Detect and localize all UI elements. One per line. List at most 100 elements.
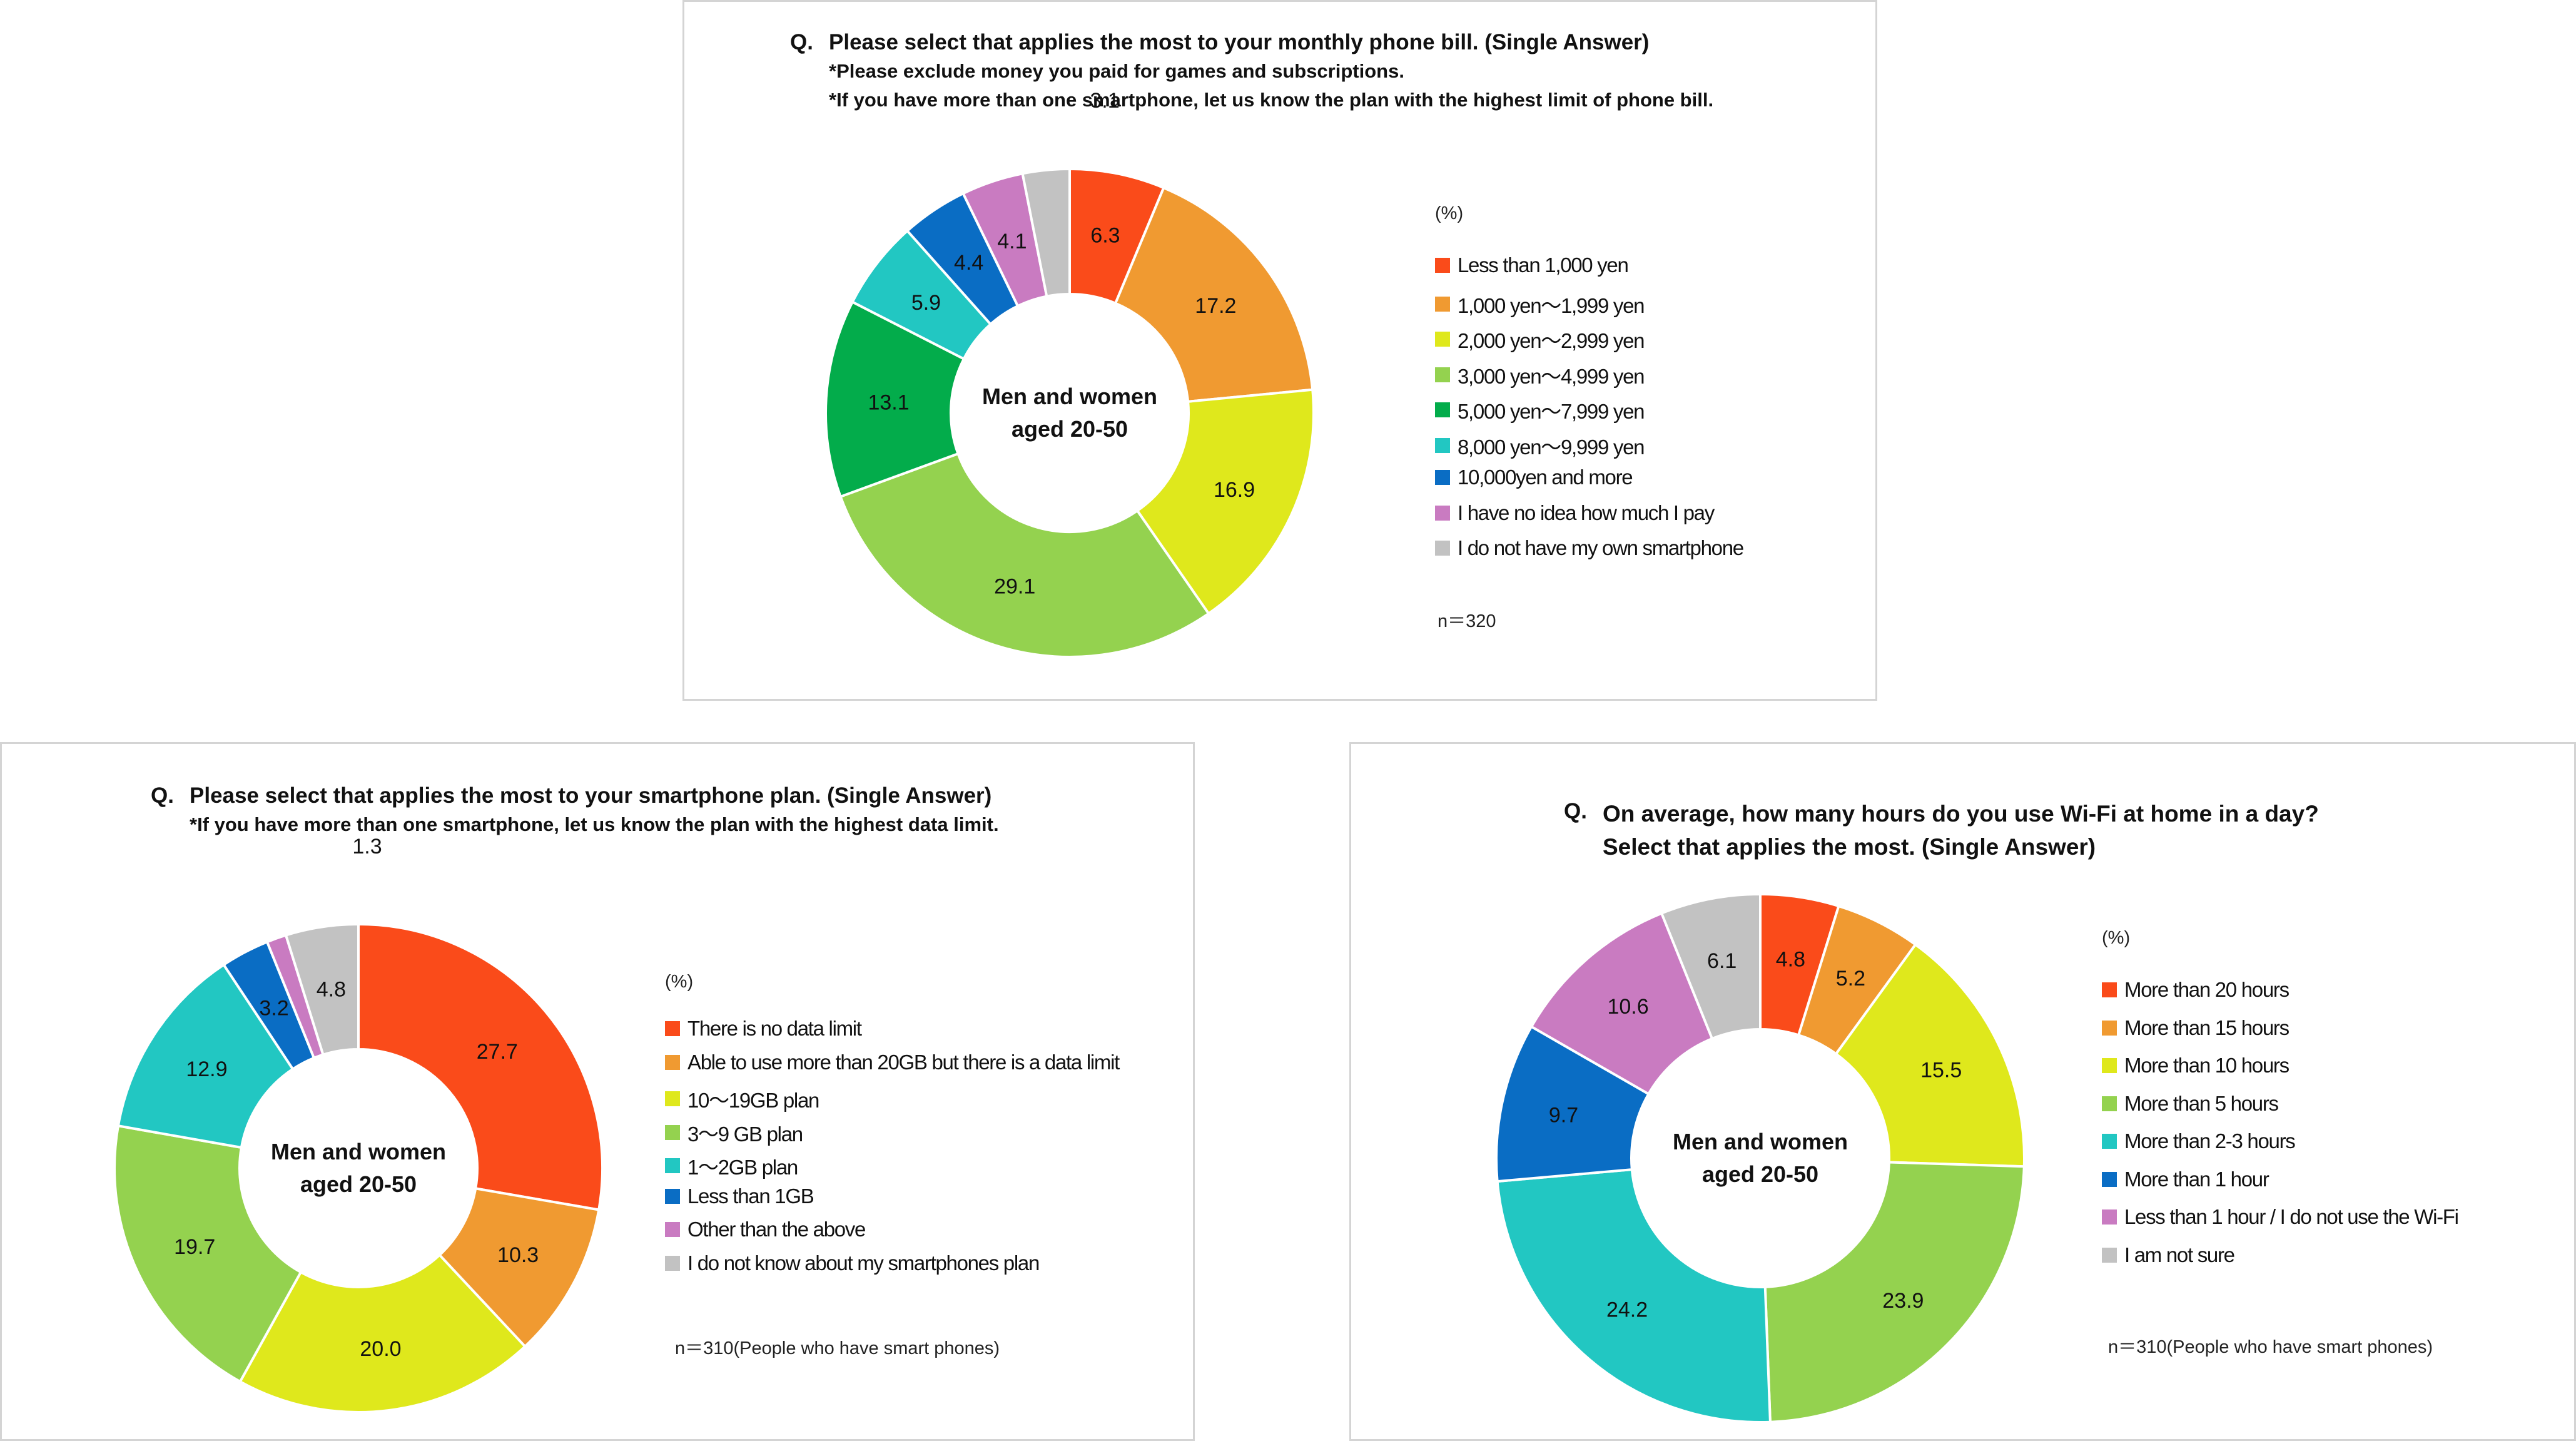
- slice-value-label: 13.1: [868, 390, 909, 414]
- question-note-2: *If you have more than one smartphone, l…: [829, 89, 1714, 111]
- legend-swatch: [665, 1054, 680, 1070]
- sample-size-note: n＝310(People who have smart phones): [2108, 1337, 2433, 1357]
- unit-label: (%): [1435, 203, 1464, 223]
- center-label: aged 20-50: [1012, 416, 1128, 442]
- donut-slice: [1135, 388, 1315, 616]
- center-label: aged 20-50: [1702, 1161, 1818, 1187]
- legend-item: Less than 1,000 yen: [1435, 253, 1629, 277]
- slice-value-label: 6.3: [1090, 224, 1120, 248]
- donut-chart: 6.3 17.2 16.9 29.1 13.1 5.9 4.4 4.1 3.1 Men and w…: [824, 89, 1315, 658]
- sample-size-note: n＝310(People who have smart phones): [675, 1338, 1000, 1358]
- legend-swatch: [665, 1255, 680, 1271]
- legend-swatch: [1435, 402, 1450, 417]
- legend-label: 1～2GB plan: [687, 1156, 798, 1179]
- legend-label: 8,000 yen～9,999 yen: [1458, 435, 1645, 459]
- legend-label: 10～19GB plan: [687, 1089, 819, 1112]
- legend-label: I have no idea how much I pay: [1458, 501, 1715, 524]
- legend-label: I do not know about my smartphones plan: [687, 1251, 1040, 1275]
- question-note-1: *If you have more than one smartphone, l…: [190, 813, 999, 835]
- slice-value-label: 10.6: [1607, 995, 1648, 1019]
- slice-value-label: 5.2: [1836, 967, 1865, 990]
- slice-value-label: 24.2: [1606, 1298, 1648, 1322]
- legend-swatch: [2102, 1020, 2117, 1036]
- slice-value-label: 12.9: [186, 1057, 227, 1081]
- legend-label: There is no data limit: [687, 1017, 862, 1040]
- legend-label: 1,000 yen～1,999 yen: [1458, 293, 1645, 317]
- legend-item: 3,000 yen～4,999 yen: [1435, 360, 1645, 390]
- donut-slice: [284, 922, 360, 1057]
- slice-value-label: 16.9: [1214, 478, 1255, 502]
- slice-value-label: 10.3: [497, 1243, 539, 1267]
- legend-label: More than 5 hours: [2124, 1091, 2279, 1115]
- legend-swatch: [665, 1188, 680, 1204]
- legend-item: Less than 1GB: [665, 1184, 814, 1208]
- legend-item: I have no idea how much I pay: [1435, 501, 1715, 525]
- donut-chart: 27.7 10.3 20.0 19.7 12.9 3.2 1.3 4.8 Men and wom…: [113, 835, 604, 1413]
- legend-item: I do not know about my smartphones plan: [665, 1251, 1040, 1275]
- legend-item: I do not have my own smartphone: [1435, 536, 1744, 560]
- legend-label: 10,000yen and more: [1458, 466, 1633, 489]
- legend-item: More than 2-3 hours: [2102, 1129, 2296, 1153]
- legend-item: 5,000 yen～7,999 yen: [1435, 395, 1645, 425]
- legend-swatch: [1435, 541, 1450, 556]
- question-prefix: Q.: [151, 783, 174, 808]
- legend-item: 1～2GB plan: [665, 1151, 798, 1181]
- slice-value-label: 4.1: [997, 230, 1027, 253]
- legend-swatch: [1435, 258, 1450, 273]
- legend-label: Less than 1 hour / I do not use the Wi-F…: [2124, 1205, 2459, 1228]
- donut-slice: [238, 1253, 527, 1413]
- slice-value-label: 5.9: [911, 291, 941, 315]
- legend-swatch: [2102, 1171, 2117, 1187]
- slice-value-label: 6.1: [1707, 949, 1737, 973]
- legend-swatch: [1435, 505, 1450, 521]
- legend-swatch: [665, 1124, 680, 1140]
- question-note-1: *Please exclude money you paid for games…: [829, 60, 1404, 82]
- legend-swatch: [1435, 367, 1450, 382]
- legend-item: Less than 1 hour / I do not use the Wi-F…: [2102, 1205, 2459, 1229]
- legend-item: 2,000 yen～2,999 yen: [1435, 324, 1645, 354]
- donut-slice: [1496, 1168, 1772, 1423]
- legend-item: More than 15 hours: [2102, 1016, 2289, 1040]
- legend-item: 1,000 yen～1,999 yen: [1435, 289, 1645, 319]
- legend-swatch: [665, 1222, 680, 1237]
- legend-label: I do not have my own smartphone: [1458, 536, 1744, 559]
- legend-label: I am not sure: [2124, 1243, 2235, 1266]
- legend-label: More than 10 hours: [2124, 1054, 2289, 1077]
- question-title: Please select that applies the most to y…: [190, 783, 992, 808]
- legend-swatch: [2102, 1247, 2117, 1263]
- legend-label: Less than 1GB: [687, 1184, 814, 1208]
- legend-swatch: [665, 1158, 680, 1173]
- slice-value-label: 9.7: [1549, 1104, 1578, 1128]
- unit-label: (%): [665, 972, 694, 992]
- legend-item: 8,000 yen～9,999 yen: [1435, 430, 1645, 461]
- legend-item: More than 10 hours: [2102, 1054, 2289, 1077]
- donut-slice: [824, 300, 966, 499]
- question-note-1: Select that applies the most. (Single An…: [1603, 834, 2096, 860]
- legend-label: Other than the above: [687, 1218, 866, 1241]
- legend-item: 3～9 GB plan: [665, 1118, 803, 1148]
- legend-item: More than 1 hour: [2102, 1168, 2269, 1191]
- slice-value-label: 20.0: [360, 1337, 401, 1361]
- slice-value-label: 4.4: [954, 251, 983, 275]
- chart-panel-smartphone-plan: Q. Please select that applies the most t…: [0, 742, 1195, 1441]
- legend-swatch: [665, 1021, 680, 1036]
- legend-item: 10～19GB plan: [665, 1084, 819, 1114]
- donut-slice: [1763, 1161, 2026, 1423]
- legend-label: 3,000 yen～4,999 yen: [1458, 364, 1645, 388]
- donut-slice: [1495, 1025, 1651, 1183]
- legend-swatch: [1435, 332, 1450, 347]
- legend-swatch: [665, 1091, 680, 1106]
- slice-value-label: 17.2: [1195, 294, 1236, 318]
- slice-value-label: 15.5: [1920, 1058, 1962, 1082]
- slice-value-label: 27.7: [477, 1040, 518, 1064]
- donut-slice: [1529, 912, 1714, 1096]
- legend-item: There is no data limit: [665, 1017, 862, 1041]
- chart-panel-phone-bill: Q. Please select that applies the most t…: [682, 0, 1877, 701]
- legend-item: 10,000yen and more: [1435, 466, 1633, 489]
- slice-value-label: 3.2: [259, 996, 288, 1020]
- legend-swatch: [2102, 1096, 2117, 1111]
- slice-value-label: 4.8: [317, 977, 346, 1001]
- legend-label: More than 15 hours: [2124, 1016, 2289, 1039]
- legend-swatch: [1435, 296, 1450, 312]
- center-label: aged 20-50: [300, 1171, 417, 1197]
